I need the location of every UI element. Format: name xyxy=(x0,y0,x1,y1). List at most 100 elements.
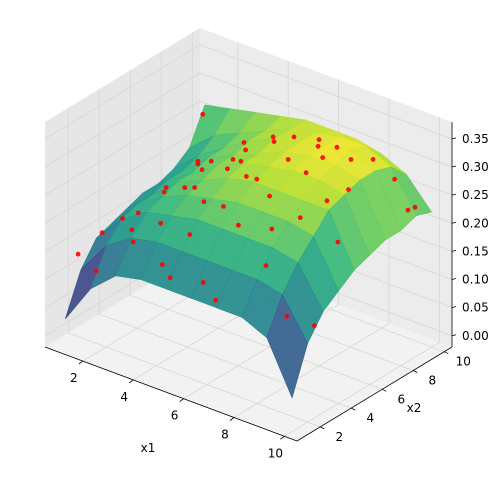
x-axis-label: x1 xyxy=(141,441,156,455)
surface-face xyxy=(266,293,308,399)
scatter-point xyxy=(334,144,340,150)
x-tick-label: 4 xyxy=(120,390,128,404)
tick-labels: 2 4 6 8 10 2 4 6 8 10 0.00 0.05 0.10 0.15 0.20 0.25 0.30… xyxy=(70,132,489,460)
z-tick-mark xyxy=(451,278,457,280)
x-tick-mark xyxy=(179,398,184,403)
y-tick-mark xyxy=(413,370,418,373)
x-axis-line xyxy=(44,346,298,442)
z-tick-label: 0.20 xyxy=(462,216,489,230)
scatter-point xyxy=(130,239,136,245)
scatter-point xyxy=(195,161,201,167)
z-tick-label: 0.30 xyxy=(462,160,489,174)
scatter-point xyxy=(199,167,205,173)
scatter-point xyxy=(297,215,303,221)
z-grid-line xyxy=(44,44,453,140)
z-tick-mark xyxy=(451,334,457,337)
scatter-point xyxy=(129,227,135,233)
z-tick-label: 0.00 xyxy=(462,329,489,343)
scatter-point xyxy=(269,226,275,232)
z-tick-label: 0.25 xyxy=(462,188,489,202)
y-tick-label: 10 xyxy=(456,355,471,369)
y-axis-line xyxy=(296,346,453,442)
scatter-point xyxy=(254,176,260,182)
scatter-point xyxy=(271,139,277,145)
y-tick-mark xyxy=(444,351,449,355)
scatter-point xyxy=(75,251,81,257)
scatter-point xyxy=(182,185,188,191)
scatter-point xyxy=(392,176,397,182)
x-grid-line xyxy=(284,117,440,437)
scatter-point xyxy=(99,230,105,236)
scatter-point xyxy=(263,263,269,268)
scatter-point xyxy=(201,199,207,205)
y-tick-label: 8 xyxy=(428,374,436,388)
z-tick-mark xyxy=(451,249,457,252)
scatter-point xyxy=(208,158,214,164)
y-tick-label: 4 xyxy=(366,411,374,425)
scatter-points xyxy=(75,111,418,328)
x-tick-label: 6 xyxy=(171,409,179,423)
z-grid-line xyxy=(44,72,453,168)
scatter-point xyxy=(135,210,141,216)
x-tick-mark xyxy=(229,417,235,421)
y-grid-line xyxy=(67,107,321,428)
scatter-point xyxy=(270,134,276,140)
x-tick-mark xyxy=(78,360,84,365)
scatter-point xyxy=(284,313,290,319)
y-tick-mark xyxy=(320,426,325,430)
scatter-point xyxy=(225,166,230,172)
z-tick-mark xyxy=(451,306,457,309)
axis-labels: x1 x2 xyxy=(141,401,422,455)
z-tick-mark xyxy=(451,137,457,140)
scatter-point xyxy=(93,268,99,274)
z-tick-mark xyxy=(451,221,457,224)
x-tick-label: 10 xyxy=(268,446,283,460)
scatter-point xyxy=(192,185,198,191)
scatter-point xyxy=(187,232,193,238)
scatter-point xyxy=(200,111,206,117)
scatter-point xyxy=(324,198,330,204)
scatter-point xyxy=(312,323,317,328)
scatter-point xyxy=(213,297,219,303)
y-tick-label: 2 xyxy=(335,430,343,444)
scatter-point xyxy=(167,275,173,281)
scatter-point xyxy=(405,207,411,213)
z-tick-label: 0.15 xyxy=(462,244,489,258)
scatter-point xyxy=(120,216,125,221)
scatter-point xyxy=(238,158,244,164)
z-tick-label: 0.10 xyxy=(462,273,489,287)
scatter-point xyxy=(200,280,206,285)
z-tick-mark xyxy=(451,193,457,196)
scatter-point xyxy=(267,193,272,199)
surface-mesh xyxy=(65,104,433,399)
scatter-point xyxy=(370,157,376,162)
scatter-point xyxy=(316,137,322,143)
x-tick-label: 8 xyxy=(221,428,229,442)
scatter-point xyxy=(315,143,321,149)
scatter-point xyxy=(163,185,169,190)
scatter-point xyxy=(161,189,167,195)
scatter-point xyxy=(241,140,247,145)
floor-pane xyxy=(45,253,452,441)
scatter-point xyxy=(159,262,165,267)
scatter-point xyxy=(291,134,297,140)
scatter-point xyxy=(320,155,326,161)
y-tick-label: 6 xyxy=(397,392,405,406)
axis-lines xyxy=(44,122,453,442)
z-tick-label: 0.35 xyxy=(462,132,489,146)
scatter-point xyxy=(346,187,351,193)
scatter-point xyxy=(236,222,241,228)
y-tick-mark xyxy=(382,388,387,392)
scatter-point xyxy=(285,157,291,162)
y-grid-line xyxy=(98,89,352,409)
scatter-point xyxy=(244,174,249,179)
scatter-point xyxy=(412,204,418,210)
scatter-point xyxy=(348,157,354,162)
scatter-point xyxy=(335,239,341,245)
y-axis-label: x2 xyxy=(407,401,422,415)
scatter-point xyxy=(158,220,164,226)
scatter-point xyxy=(230,157,236,162)
x-tick-mark xyxy=(128,379,134,384)
